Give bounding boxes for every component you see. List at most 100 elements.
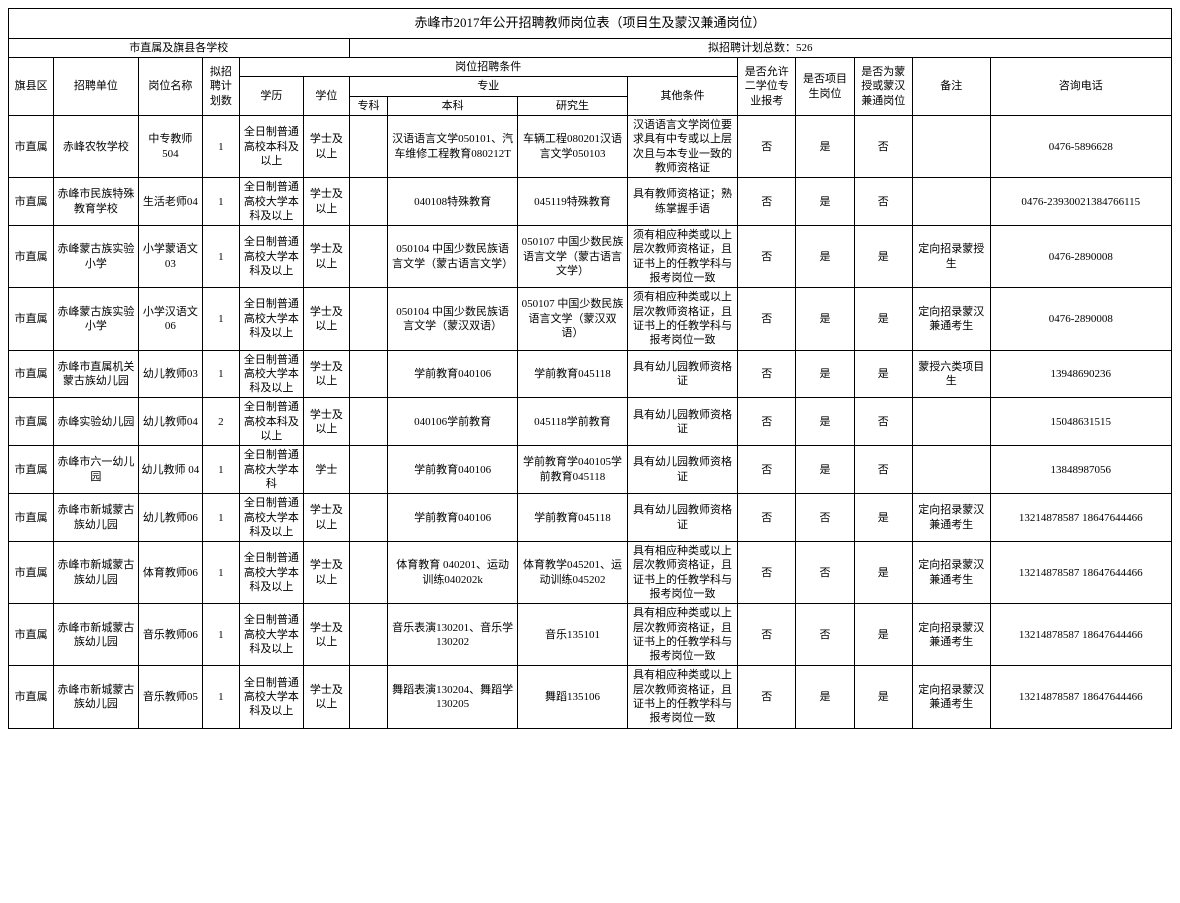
cell-bk: 学前教育040106	[388, 350, 518, 398]
cell-xw: 学士	[304, 446, 349, 494]
cell-yjs: 音乐135101	[517, 604, 627, 666]
cell-tel: 13214878587 18647644466	[990, 542, 1171, 604]
cell-yjs: 体育教学045201、运动训练045202	[517, 542, 627, 604]
col-major: 专业	[349, 77, 627, 96]
header-row-1: 旗县区 招聘单位 岗位名称 拟招聘计划数 岗位招聘条件 是否允许二学位专业报考 …	[9, 58, 1172, 77]
cell-qt: 具有相应种类或以上层次教师资格证，且证书上的任教学科与报考岗位一致	[628, 542, 738, 604]
cell-qx: 市直属	[9, 542, 54, 604]
col-conditions: 岗位招聘条件	[239, 58, 738, 77]
cell-num: 1	[203, 542, 239, 604]
cell-yx: 否	[738, 604, 796, 666]
cell-yjs: 学前教育学040105学前教育045118	[517, 446, 627, 494]
col-position: 岗位名称	[138, 58, 203, 116]
cell-num: 1	[203, 666, 239, 728]
cell-qx: 市直属	[9, 604, 54, 666]
cell-zk	[349, 178, 388, 226]
cell-gw: 中专教师504	[138, 116, 203, 178]
cell-yx: 否	[738, 350, 796, 398]
cell-zk	[349, 604, 388, 666]
cell-yjs: 车辆工程080201汉语言文学050103	[517, 116, 627, 178]
cell-qt: 具有幼儿园教师资格证	[628, 446, 738, 494]
col-unit: 招聘单位	[54, 58, 138, 116]
cell-mh: 是	[854, 494, 912, 542]
cell-xw: 学士及以上	[304, 350, 349, 398]
cell-qt: 具有相应种类或以上层次教师资格证，且证书上的任教学科与报考岗位一致	[628, 666, 738, 728]
cell-qx: 市直属	[9, 178, 54, 226]
cell-bk: 学前教育040106	[388, 446, 518, 494]
cell-yx: 否	[738, 542, 796, 604]
cell-tel: 0476-2890008	[990, 288, 1171, 350]
cell-tel: 15048631515	[990, 398, 1171, 446]
cell-qt: 具有幼儿园教师资格证	[628, 350, 738, 398]
cell-qx: 市直属	[9, 116, 54, 178]
cell-yx: 否	[738, 288, 796, 350]
col-mongolian: 是否为蒙授或蒙汉兼通岗位	[854, 58, 912, 116]
cell-xw: 学士及以上	[304, 226, 349, 288]
cell-xl: 全日制普通高校大学本科及以上	[239, 494, 304, 542]
cell-dw: 赤峰市新城蒙古族幼儿园	[54, 666, 138, 728]
cell-tel: 13848987056	[990, 446, 1171, 494]
cell-qt: 须有相应种类或以上层次教师资格证，且证书上的任教学科与报考岗位一致	[628, 288, 738, 350]
col-benke: 本科	[388, 96, 518, 115]
cell-xm: 是	[796, 398, 854, 446]
cell-dw: 赤峰市新城蒙古族幼儿园	[54, 604, 138, 666]
cell-bz	[912, 116, 990, 178]
header-left: 市直属及旗县各学校	[9, 38, 350, 57]
table-row: 市直属赤峰蒙古族实验小学小学蒙语文031全日制普通高校大学本科及以上学士及以上0…	[9, 226, 1172, 288]
cell-mh: 是	[854, 542, 912, 604]
cell-bk: 音乐表演130201、音乐学130202	[388, 604, 518, 666]
table-row: 市直属赤峰市新城蒙古族幼儿园体育教师061全日制普通高校大学本科及以上学士及以上…	[9, 542, 1172, 604]
cell-dw: 赤峰市新城蒙古族幼儿园	[54, 542, 138, 604]
cell-zk	[349, 398, 388, 446]
cell-zk	[349, 494, 388, 542]
cell-yx: 否	[738, 494, 796, 542]
cell-mh: 否	[854, 116, 912, 178]
cell-qx: 市直属	[9, 350, 54, 398]
cell-yx: 否	[738, 116, 796, 178]
col-allow-second: 是否允许二学位专业报考	[738, 58, 796, 116]
cell-xm: 否	[796, 542, 854, 604]
cell-xl: 全日制普通高校本科及以上	[239, 116, 304, 178]
cell-mh: 是	[854, 604, 912, 666]
cell-xw: 学士及以上	[304, 178, 349, 226]
cell-zk	[349, 666, 388, 728]
cell-zk	[349, 446, 388, 494]
col-district: 旗县区	[9, 58, 54, 116]
cell-xm: 是	[796, 666, 854, 728]
cell-yjs: 045118学前教育	[517, 398, 627, 446]
cell-mh: 否	[854, 446, 912, 494]
cell-zk	[349, 288, 388, 350]
col-other: 其他条件	[628, 77, 738, 116]
cell-yx: 否	[738, 666, 796, 728]
cell-gw: 音乐教师05	[138, 666, 203, 728]
cell-xl: 全日制普通高校大学本科及以上	[239, 350, 304, 398]
cell-mh: 是	[854, 666, 912, 728]
col-remark: 备注	[912, 58, 990, 116]
cell-dw: 赤峰市民族特殊教育学校	[54, 178, 138, 226]
cell-bk: 040108特殊教育	[388, 178, 518, 226]
cell-gw: 生活老师04	[138, 178, 203, 226]
table-title: 赤峰市2017年公开招聘教师岗位表（项目生及蒙汉兼通岗位）	[9, 9, 1172, 39]
cell-bk: 体育教育 040201、运动训练040202k	[388, 542, 518, 604]
cell-mh: 是	[854, 288, 912, 350]
cell-xw: 学士及以上	[304, 604, 349, 666]
cell-dw: 赤峰蒙古族实验小学	[54, 226, 138, 288]
table-row: 市直属赤峰农牧学校中专教师5041全日制普通高校本科及以上学士及以上汉语语言文学…	[9, 116, 1172, 178]
cell-yjs: 050107 中国少数民族语言文学（蒙汉双语）	[517, 288, 627, 350]
col-yanjiusheng: 研究生	[517, 96, 627, 115]
cell-qx: 市直属	[9, 226, 54, 288]
cell-tel: 13214878587 18647644466	[990, 494, 1171, 542]
cell-xw: 学士及以上	[304, 494, 349, 542]
cell-bz: 定向招录蒙汉兼通考生	[912, 604, 990, 666]
cell-bz: 定向招录蒙汉兼通考生	[912, 542, 990, 604]
col-plan-num: 拟招聘计划数	[203, 58, 239, 116]
cell-tel: 0476-5896628	[990, 116, 1171, 178]
cell-bk: 050104 中国少数民族语言文学（蒙古语言文学）	[388, 226, 518, 288]
cell-gw: 小学蒙语文03	[138, 226, 203, 288]
cell-bk: 舞蹈表演130204、舞蹈学130205	[388, 666, 518, 728]
cell-bz: 定向招录蒙汉兼通考生	[912, 494, 990, 542]
cell-xm: 否	[796, 494, 854, 542]
cell-bk: 学前教育040106	[388, 494, 518, 542]
cell-bk: 040106学前教育	[388, 398, 518, 446]
cell-gw: 幼儿教师06	[138, 494, 203, 542]
